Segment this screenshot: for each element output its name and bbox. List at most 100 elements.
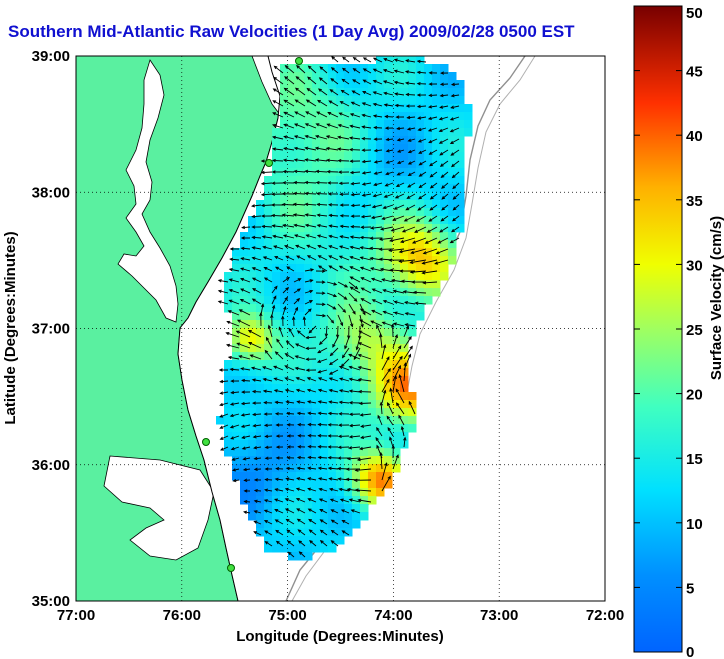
velocity-cell bbox=[280, 432, 289, 441]
velocity-cell bbox=[288, 96, 297, 105]
velocity-arrow bbox=[254, 510, 262, 514]
velocity-arrow-head bbox=[219, 402, 224, 407]
velocity-cell bbox=[248, 464, 257, 473]
velocity-arrow bbox=[328, 412, 339, 415]
velocity-cell bbox=[288, 272, 297, 281]
velocity-cell bbox=[344, 216, 353, 225]
velocity-cell bbox=[416, 72, 425, 81]
colorbar-tick-label: 10 bbox=[686, 516, 703, 533]
velocity-arrow-head bbox=[282, 158, 287, 162]
velocity-arrow-head bbox=[331, 56, 335, 60]
velocity-cell bbox=[336, 152, 345, 161]
velocity-cell bbox=[312, 344, 321, 353]
velocity-arrow-head bbox=[428, 82, 433, 86]
velocity-cell bbox=[280, 112, 289, 121]
velocity-arrow-head bbox=[327, 445, 332, 449]
velocity-cell bbox=[344, 416, 353, 425]
velocity-arrow bbox=[441, 215, 449, 222]
velocity-arrow-head bbox=[315, 180, 320, 185]
velocity-arrow bbox=[240, 278, 251, 283]
velocity-arrow-head bbox=[318, 341, 323, 346]
velocity-cell bbox=[368, 136, 377, 145]
velocity-cell bbox=[296, 528, 305, 537]
velocity-arrow bbox=[304, 290, 313, 294]
velocity-arrow bbox=[359, 446, 372, 450]
velocity-cell bbox=[320, 456, 329, 465]
velocity-cell bbox=[448, 144, 457, 153]
velocity-arrow bbox=[453, 204, 460, 211]
velocity-arrow-head bbox=[271, 192, 276, 196]
velocity-arrow bbox=[408, 138, 416, 142]
velocity-arrow-head bbox=[328, 361, 333, 366]
velocity-cell bbox=[256, 336, 265, 345]
velocity-cell bbox=[336, 528, 345, 537]
velocity-cell bbox=[256, 384, 265, 393]
velocity-cell bbox=[288, 296, 297, 305]
velocity-arrow-head bbox=[264, 456, 269, 460]
velocity-arrow bbox=[263, 390, 273, 393]
velocity-cell bbox=[360, 160, 369, 169]
velocity-arrow-head bbox=[317, 88, 322, 92]
velocity-arrow-head bbox=[298, 540, 302, 544]
velocity-arrow-head bbox=[275, 540, 280, 545]
velocity-arrow bbox=[339, 389, 350, 393]
velocity-cell bbox=[312, 64, 321, 73]
velocity-arrow-head bbox=[353, 298, 358, 302]
velocity-arrow-head bbox=[361, 136, 366, 141]
velocity-arrow bbox=[450, 116, 460, 121]
velocity-arrow-head bbox=[272, 112, 277, 116]
velocity-cell bbox=[320, 424, 329, 433]
velocity-cell bbox=[408, 80, 417, 89]
velocity-cell bbox=[376, 112, 385, 121]
radar-site-marker bbox=[202, 438, 210, 446]
velocity-arrow-head bbox=[370, 226, 375, 230]
velocity-cell bbox=[264, 536, 273, 545]
velocity-arrow-head bbox=[315, 123, 320, 127]
velocity-arrow bbox=[402, 226, 416, 233]
velocity-cell bbox=[400, 432, 409, 441]
velocity-cell bbox=[296, 184, 305, 193]
velocity-cell bbox=[456, 184, 465, 193]
velocity-cell bbox=[272, 248, 281, 257]
velocity-arrow-head bbox=[253, 445, 258, 450]
velocity-arrow bbox=[360, 246, 372, 250]
velocity-arrow bbox=[383, 58, 394, 63]
velocity-cell bbox=[304, 440, 313, 449]
velocity-cell bbox=[312, 176, 321, 185]
velocity-arrow bbox=[264, 267, 273, 272]
velocity-arrow-head bbox=[345, 467, 350, 471]
velocity-arrow-head bbox=[232, 478, 237, 483]
velocity-arrow-head bbox=[410, 250, 415, 255]
velocity-cell bbox=[424, 160, 433, 169]
velocity-cell bbox=[392, 384, 401, 393]
velocity-cell bbox=[264, 384, 273, 393]
velocity-cell bbox=[240, 480, 249, 489]
velocity-cell bbox=[368, 336, 377, 345]
velocity-arrow-head bbox=[361, 171, 366, 175]
velocity-arrow-head bbox=[317, 255, 322, 259]
velocity-arrow-head bbox=[409, 270, 414, 274]
velocity-arrow bbox=[316, 111, 328, 118]
velocity-cell bbox=[272, 192, 281, 201]
velocity-arrow bbox=[272, 136, 284, 140]
velocity-cell bbox=[264, 544, 273, 553]
velocity-cell bbox=[328, 176, 337, 185]
velocity-arrow bbox=[262, 366, 273, 371]
velocity-arrow bbox=[399, 248, 416, 253]
velocity-cell bbox=[384, 240, 393, 249]
velocity-cell bbox=[384, 200, 393, 209]
velocity-arrow-head bbox=[384, 183, 389, 187]
velocity-cell bbox=[304, 280, 313, 289]
velocity-arrow bbox=[305, 170, 317, 173]
velocity-arrow-head bbox=[291, 316, 296, 321]
velocity-cell bbox=[256, 376, 265, 385]
velocity-cell bbox=[336, 352, 345, 361]
velocity-arrow bbox=[342, 347, 350, 358]
velocity-arrow bbox=[297, 401, 306, 404]
velocity-cell bbox=[376, 128, 385, 137]
velocity-arrow-head bbox=[361, 182, 366, 186]
velocity-cell bbox=[344, 448, 353, 457]
velocity-cell bbox=[280, 464, 289, 473]
velocity-cell bbox=[304, 328, 313, 337]
velocity-arrow-head bbox=[243, 510, 248, 514]
